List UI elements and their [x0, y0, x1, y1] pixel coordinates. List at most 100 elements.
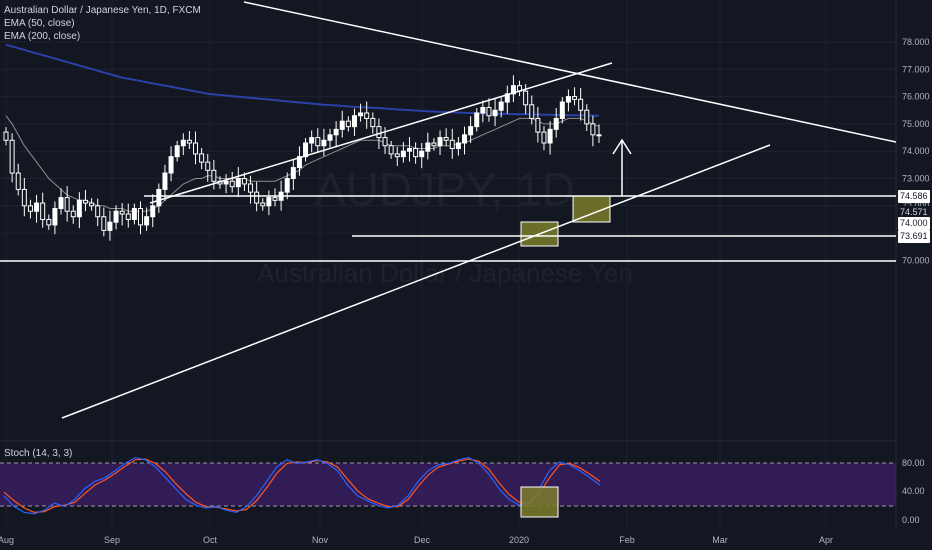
x-tick-label: Nov [312, 535, 329, 545]
x-tick-label: Dec [414, 535, 431, 545]
candle-down [64, 197, 70, 212]
candle-up [52, 208, 58, 226]
candle-down [186, 139, 192, 144]
candle-down [229, 180, 235, 188]
candle-down [272, 197, 278, 201]
candle-up [296, 156, 302, 169]
x-tick-label: Apr [819, 535, 833, 545]
stochastic-panel [0, 456, 896, 515]
candle-up [437, 137, 443, 147]
candle-up [565, 96, 571, 103]
candle-down [89, 202, 95, 207]
candle-up [327, 134, 333, 141]
drawing-tools[interactable] [0, 1, 897, 419]
y-tick-label: 74.000 [902, 146, 930, 156]
candle-up [333, 128, 339, 136]
candle-up [492, 109, 498, 117]
candle-up [351, 115, 357, 128]
candle-down [584, 109, 590, 125]
price-axis[interactable]: 78.000 77.000 76.000 75.000 74.000 73.000 72.0… [902, 37, 930, 525]
candle-down [9, 139, 15, 174]
candle-down [345, 120, 351, 128]
y-tick-label: 73.000 [902, 174, 930, 184]
stoch-tick-label: 0.00 [902, 515, 920, 525]
candle-down [370, 117, 376, 128]
time-axis[interactable]: Aug Sep Oct Nov Dec 2020 Feb Mar Apr [0, 535, 833, 545]
candle-up [144, 216, 150, 226]
candle-down [70, 210, 76, 218]
candle-up [553, 117, 559, 130]
candle-up [559, 101, 565, 119]
candle-down [315, 137, 321, 147]
candle-down [413, 147, 419, 158]
candle-down [388, 145, 394, 155]
candle-down [205, 161, 211, 171]
arrow-up-icon [612, 138, 632, 155]
candle-down [254, 191, 260, 204]
candle-down [137, 208, 143, 226]
watermark-symbol: AUDJPY, 1D [315, 163, 575, 215]
candle-down [382, 137, 388, 147]
candle-up [156, 188, 162, 207]
candle-down [523, 90, 529, 106]
candle-down [82, 199, 88, 204]
candle-down [590, 123, 596, 136]
candle-up [596, 134, 602, 137]
candle-down [486, 107, 492, 117]
legend-ema200[interactable]: EMA (200, close) [4, 31, 81, 42]
candle-up [235, 178, 241, 188]
candle-up [113, 210, 119, 223]
candle-up [321, 139, 327, 147]
candle-down [125, 213, 131, 220]
x-tick-label: Feb [619, 535, 635, 545]
candle-down [193, 142, 199, 155]
candles [3, 75, 602, 241]
y-tick-label: 78.000 [902, 37, 930, 47]
candle-down [248, 183, 254, 193]
stoch-band [0, 463, 896, 506]
candle-up [480, 107, 486, 114]
candle-up [358, 112, 364, 117]
stoch-tick-label: 40.00 [902, 486, 925, 496]
candle-up [168, 156, 174, 174]
legend-ema50[interactable]: EMA (50, close) [4, 18, 75, 29]
candle-down [211, 169, 217, 182]
candle-up [58, 197, 64, 210]
candle-up [462, 134, 468, 144]
stoch-label[interactable]: Stoch (14, 3, 3) [4, 448, 73, 459]
candle-up [34, 202, 40, 212]
x-tick-label: Sep [104, 535, 120, 545]
candle-down [15, 172, 21, 190]
ema-200-path [5, 43, 600, 117]
ema-50-path [5, 115, 600, 212]
candle-up [284, 178, 290, 193]
candle-up [107, 221, 113, 231]
price-tag-close: 74.571 [898, 206, 930, 219]
candle-up [547, 128, 553, 144]
candle-down [40, 202, 46, 220]
candle-down [449, 139, 455, 149]
candle-up [474, 112, 480, 128]
ema-200-line [5, 43, 600, 117]
x-tick-label: 2020 [509, 535, 529, 545]
legend: Australian Dollar / Japanese Yen, 1D, FX… [4, 4, 201, 43]
x-tick-label: Aug [0, 535, 14, 545]
candle-up [150, 205, 156, 218]
candle-down [241, 178, 247, 185]
candle-down [394, 153, 400, 158]
y-tick-label: 77.000 [902, 64, 930, 74]
price-tag-level-73691: 73.691 [898, 230, 930, 243]
candle-down [21, 188, 27, 207]
candle-up [223, 180, 229, 185]
ema-50-line [5, 115, 600, 212]
candle-down [199, 153, 205, 163]
candle-down [431, 142, 437, 147]
candle-up [309, 137, 315, 144]
candle-up [406, 147, 412, 152]
candle-up [419, 150, 425, 158]
candle-down [95, 205, 101, 218]
candle-down [260, 202, 266, 207]
candle-down [529, 104, 535, 119]
stoch-k-line [3, 456, 601, 515]
